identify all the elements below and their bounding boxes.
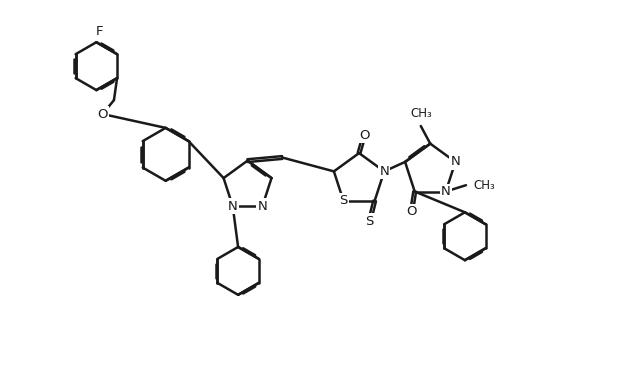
Text: O: O bbox=[359, 129, 369, 142]
Text: CH₃: CH₃ bbox=[474, 179, 495, 192]
Text: N: N bbox=[451, 155, 460, 169]
Text: S: S bbox=[365, 215, 374, 228]
Text: O: O bbox=[406, 205, 417, 218]
Text: F: F bbox=[96, 25, 103, 38]
Text: CH₃: CH₃ bbox=[410, 107, 431, 120]
Text: O: O bbox=[97, 107, 108, 121]
Text: N: N bbox=[441, 185, 451, 198]
Text: S: S bbox=[339, 194, 348, 208]
Text: N: N bbox=[228, 200, 237, 213]
Text: N: N bbox=[380, 165, 389, 178]
Text: N: N bbox=[257, 200, 268, 213]
